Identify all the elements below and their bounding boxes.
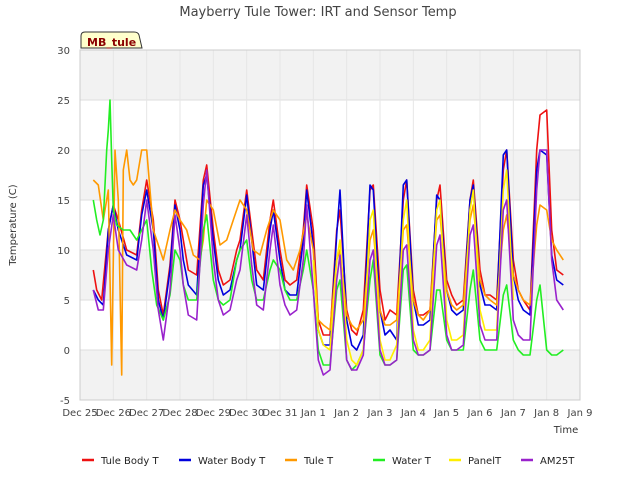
y-tick-label: 20 [57,146,70,157]
x-tick-label: Jan 3 [367,408,393,419]
series-line-tule-t [92,149,564,376]
badge-text: MB_tule [87,36,136,49]
legend-label: Water T [392,456,432,467]
y-tick-label: 15 [57,196,70,207]
background-band [80,150,580,200]
x-tick-label: Jan 2 [333,408,359,419]
x-tick-label: Jan 6 [467,408,493,419]
legend-label: Tule T [303,456,334,467]
y-tick-label: -5 [60,396,70,407]
legend-label: PanelT [468,456,502,467]
x-tick-label: Dec 27 [129,408,164,419]
chart-title: Mayberry Tule Tower: IRT and Sensor Temp [179,5,456,20]
legend-label: Tule Body T [100,456,159,467]
x-tick-label: Jan 9 [567,408,593,419]
x-tick-label: Dec 25 [62,408,97,419]
x-tick-label: Jan 4 [400,408,426,419]
x-tick-label: Jan 8 [533,408,559,419]
background-band [80,50,580,100]
x-tick-label: Dec 30 [229,408,264,419]
plot-frame [79,49,581,401]
legend: Tule Body T Water Body T Tule T Water T Pane… [82,456,575,467]
legend-label: Water Body T [198,456,266,467]
y-tick-label: 30 [57,46,70,57]
x-tick-label: Jan 5 [433,408,459,419]
x-tick-label: Dec 28 [162,408,197,419]
x-tick-label: Dec 31 [262,408,297,419]
y-tick-label: 10 [57,246,70,257]
badge-shape [80,31,143,49]
y-tick-label: 0 [64,346,70,357]
x-tick-label: Dec 26 [96,408,131,419]
series-line-am25t [92,149,564,376]
x-tick-label: Dec 29 [196,408,231,419]
y-tick-label: 5 [64,296,70,307]
y-tick-label: 25 [57,96,70,107]
x-tick-label: Jan 7 [500,408,526,419]
y-axis-ticks: -5 0 5 10 15 20 25 30 [57,46,70,407]
series-lines [92,99,564,376]
y-axis-label: Temperature (C) [8,184,19,266]
x-tick-label: Jan 1 [300,408,326,419]
x-axis-label: Time [553,425,578,436]
site-badge: MB_tule [80,31,143,49]
legend-label: AM25T [540,456,575,467]
